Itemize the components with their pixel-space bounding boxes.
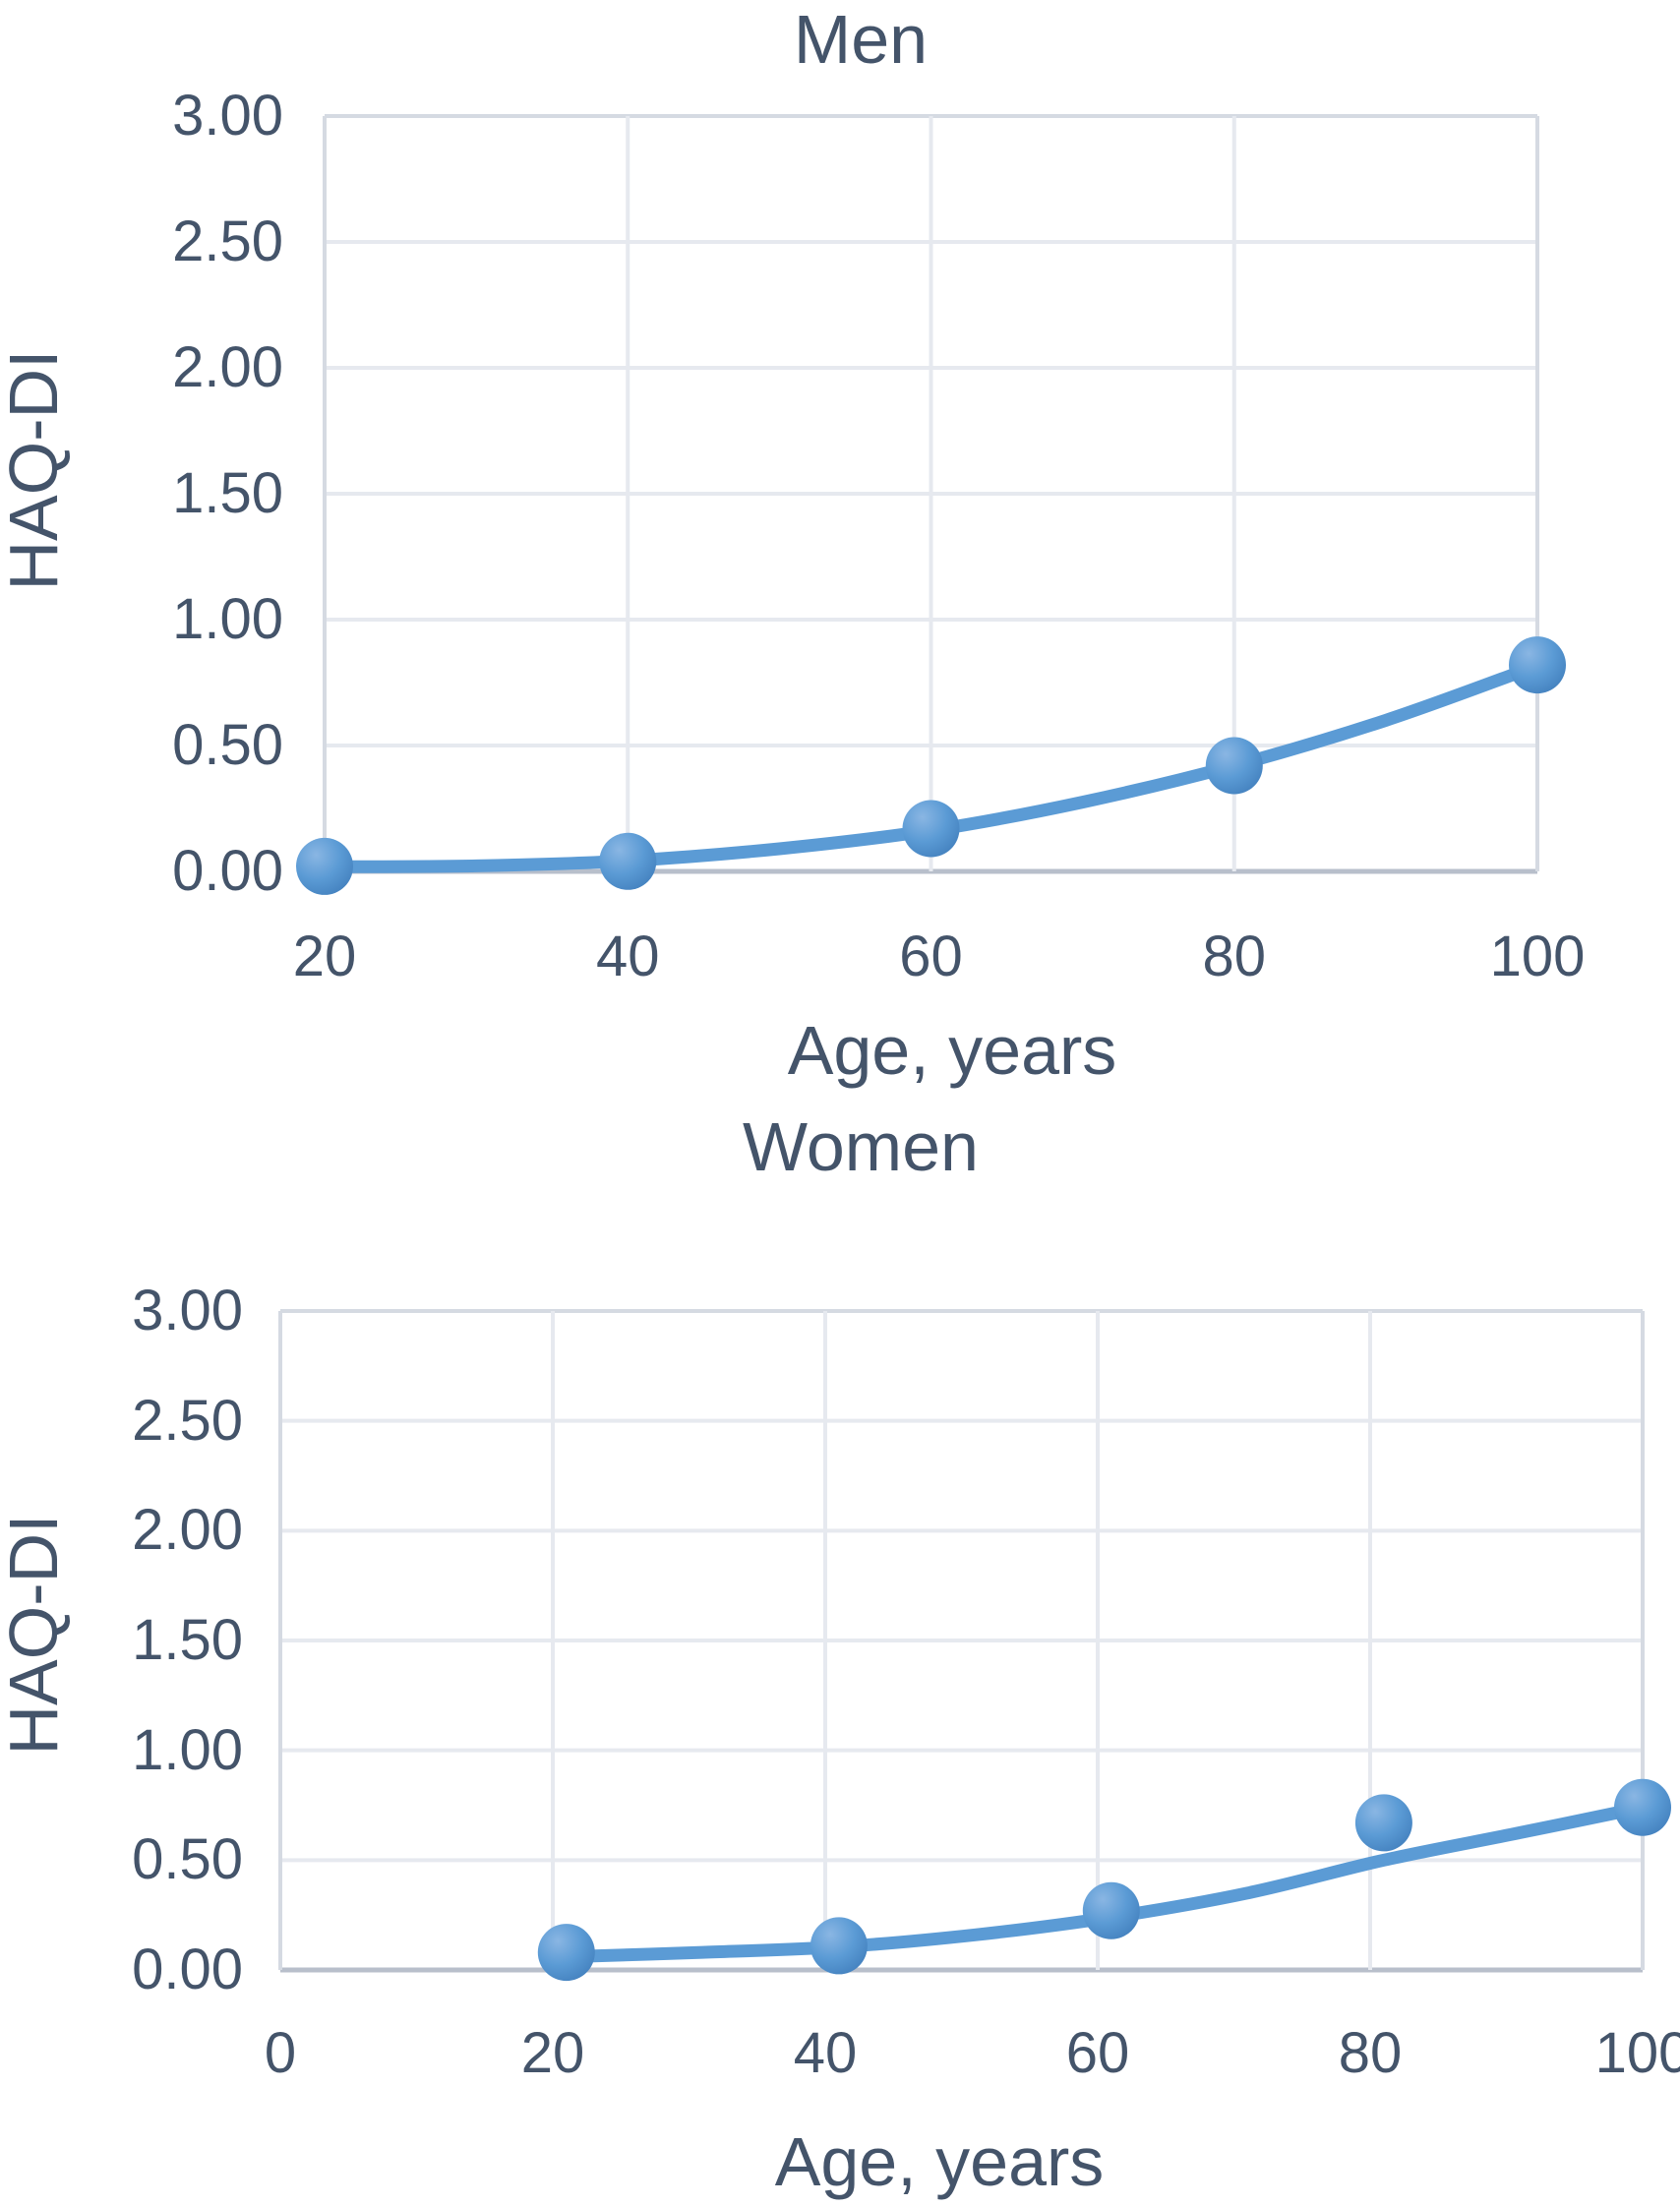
y-tick-label: 1.00: [132, 1717, 243, 1782]
x-axis-label-women: Age, years: [774, 2123, 1105, 2200]
trend-line: [560, 1801, 1650, 1964]
data-point: [1082, 1881, 1140, 1939]
data-point: [296, 837, 353, 895]
x-tick-label: 40: [793, 2021, 858, 2085]
y-tick-label: 3.00: [172, 84, 283, 148]
x-tick-label: 40: [595, 924, 660, 988]
data-point: [599, 832, 657, 890]
y-tick-label: 1.50: [132, 1608, 243, 1672]
data-point: [1205, 737, 1263, 795]
data-point: [810, 1917, 868, 1975]
data-point: [537, 1924, 595, 1982]
y-tick-label: 2.50: [172, 209, 283, 273]
data-point: [1614, 1778, 1671, 1836]
y-tick-label: 1.50: [172, 461, 283, 525]
x-axis-label-men: Age, years: [787, 1012, 1117, 1089]
y-tick-label: 0.00: [172, 839, 283, 903]
data-point: [902, 800, 960, 858]
y-tick-label: 2.50: [132, 1388, 243, 1453]
x-tick-label: 100: [1489, 924, 1586, 988]
y-tick-label: 2.00: [132, 1498, 243, 1563]
chart-title-women: Women: [743, 1108, 979, 1185]
y-tick-label: 0.50: [172, 713, 283, 777]
chart-title-men: Men: [793, 1, 929, 78]
y-tick-label: 3.00: [132, 1279, 243, 1342]
trend-line: [318, 659, 1544, 873]
x-tick-label: 60: [1065, 2021, 1130, 2085]
x-tick-label: 100: [1594, 2021, 1680, 2085]
data-point: [1354, 1794, 1412, 1852]
x-tick-label: 80: [1338, 2021, 1403, 2085]
x-tick-label: 20: [292, 924, 357, 988]
x-tick-label: 60: [899, 924, 963, 988]
x-tick-label: 20: [520, 2021, 585, 2085]
x-tick-label: 80: [1202, 924, 1266, 988]
y-tick-label: 1.00: [172, 587, 283, 651]
y-tick-label: 0.00: [132, 1938, 243, 2001]
x-tick-label: 0: [264, 2021, 297, 2085]
y-tick-label: 2.00: [172, 335, 283, 399]
y-tick-label: 0.50: [132, 1827, 243, 1892]
data-point: [1509, 636, 1566, 694]
